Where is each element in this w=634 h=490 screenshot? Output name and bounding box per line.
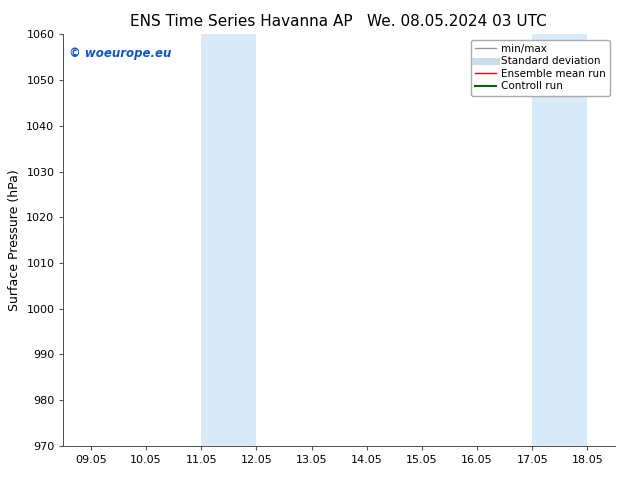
Legend: min/max, Standard deviation, Ensemble mean run, Controll run: min/max, Standard deviation, Ensemble me…: [470, 40, 610, 96]
Text: © woeurope.eu: © woeurope.eu: [69, 47, 171, 60]
Bar: [533, 34, 588, 446]
Text: ENS Time Series Havanna AP: ENS Time Series Havanna AP: [129, 14, 353, 29]
Y-axis label: Surface Pressure (hPa): Surface Pressure (hPa): [8, 169, 21, 311]
Text: We. 08.05.2024 03 UTC: We. 08.05.2024 03 UTC: [366, 14, 547, 29]
Bar: [202, 34, 256, 446]
